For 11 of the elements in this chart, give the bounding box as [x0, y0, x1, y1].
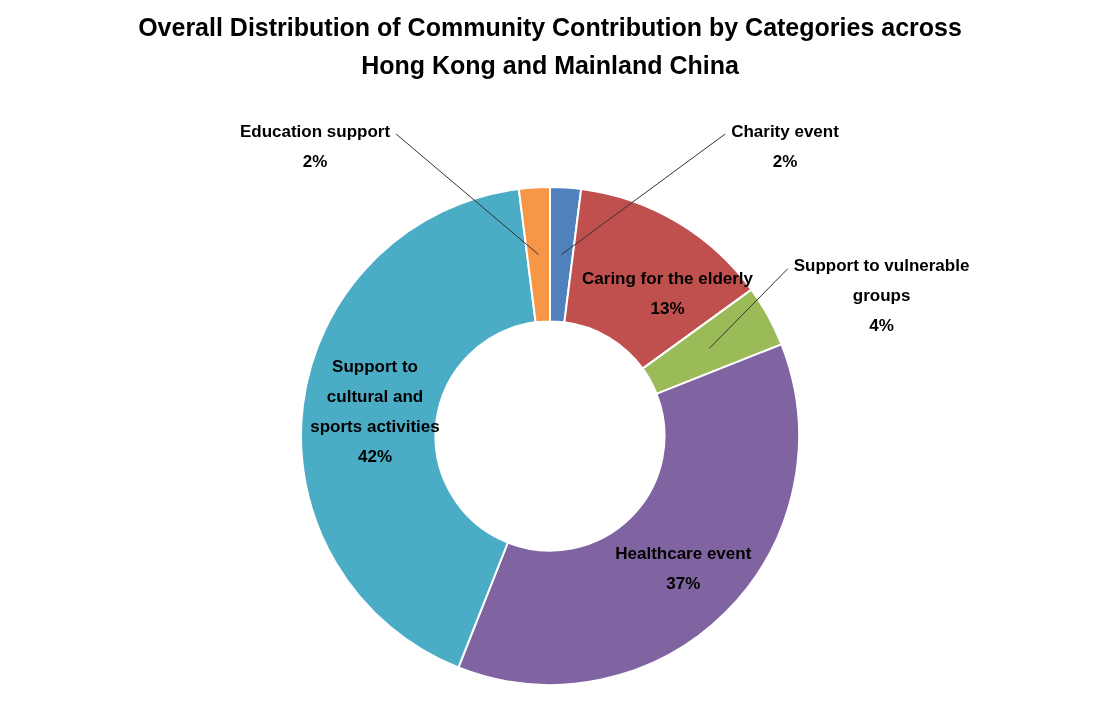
- data-label: 2%: [302, 151, 328, 171]
- chart-title: Overall Distribution of Community Contribution by Categories across Hong Kong and Mainland China: [137, 12, 963, 81]
- data-label: 4%: [869, 316, 894, 336]
- data-label: 2%: [772, 151, 798, 171]
- slice-label: Healthcare event: [615, 543, 752, 563]
- slice-label: Education support: [239, 121, 391, 141]
- data-label: 13%: [650, 299, 685, 319]
- slice-label: Support to vulnerable groups: [793, 256, 970, 306]
- data-label: 37%: [666, 573, 701, 593]
- slice-label: Charity event: [731, 121, 840, 141]
- data-label: 42%: [357, 447, 393, 467]
